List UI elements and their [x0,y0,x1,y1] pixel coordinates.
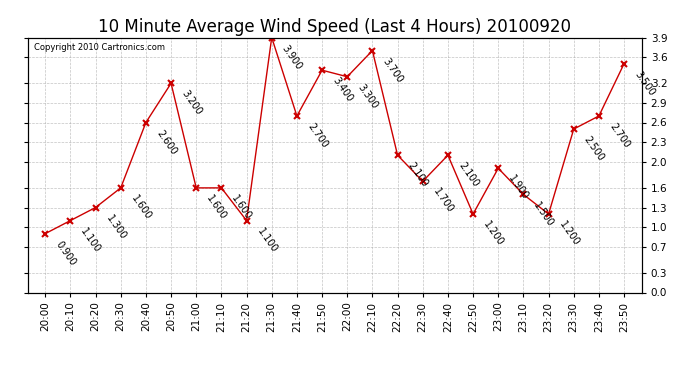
Text: 1.900: 1.900 [506,174,531,202]
Text: 1.600: 1.600 [204,194,228,222]
Text: 0.900: 0.900 [54,239,77,267]
Text: 1.200: 1.200 [482,220,506,248]
Text: 2.100: 2.100 [456,161,480,189]
Text: 2.700: 2.700 [305,122,329,150]
Text: 1.600: 1.600 [230,194,254,222]
Text: Copyright 2010 Cartronics.com: Copyright 2010 Cartronics.com [34,43,165,52]
Text: 1.200: 1.200 [557,220,581,248]
Text: 3.300: 3.300 [355,82,380,111]
Text: 3.400: 3.400 [331,76,355,104]
Text: 3.900: 3.900 [280,43,304,71]
Text: 2.500: 2.500 [582,135,607,163]
Text: 1.100: 1.100 [79,226,103,254]
Text: 1.600: 1.600 [129,194,153,222]
Text: 3.200: 3.200 [179,89,204,117]
Text: 3.500: 3.500 [633,69,656,98]
Text: 1.300: 1.300 [104,213,128,242]
Text: 3.700: 3.700 [381,56,405,84]
Text: 2.600: 2.600 [155,128,178,156]
Text: 2.700: 2.700 [607,122,631,150]
Text: 1.100: 1.100 [255,226,279,254]
Text: 1.500: 1.500 [532,200,555,228]
Text: 2.100: 2.100 [406,161,430,189]
Text: 1.700: 1.700 [431,187,455,215]
Title: 10 Minute Average Wind Speed (Last 4 Hours) 20100920: 10 Minute Average Wind Speed (Last 4 Hou… [98,18,571,36]
